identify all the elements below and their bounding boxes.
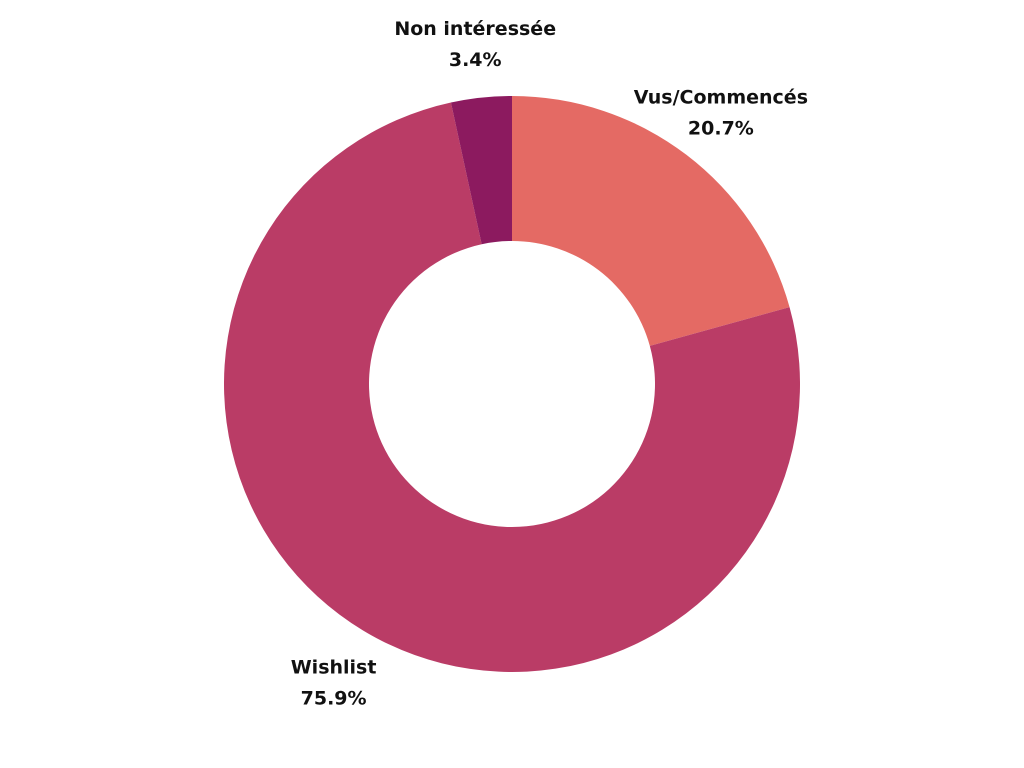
slice-vus-commences (512, 96, 790, 346)
slice-value-label: 75.9% (301, 687, 367, 709)
slice-name-label: Wishlist (291, 656, 377, 678)
labels-layer: Vus/Commencés 20.7% Wishlist 75.9% Non intér… (291, 18, 808, 709)
slice-non-interessee (450, 96, 512, 245)
slice-wishlist (224, 102, 801, 673)
slices-layer (224, 96, 801, 673)
slice-name-label: Non intéressée (394, 18, 556, 40)
slice-label-non-interessee: Non intéressée 3.4% (394, 18, 556, 71)
slice-value-label: 3.4% (449, 49, 502, 71)
slice-value-label: 20.7% (688, 117, 754, 139)
slice-label-wishlist: Wishlist 75.9% (291, 656, 377, 709)
slice-name-label: Vus/Commencés (634, 86, 808, 108)
slice-label-vus-commences: Vus/Commencés 20.7% (634, 86, 808, 139)
